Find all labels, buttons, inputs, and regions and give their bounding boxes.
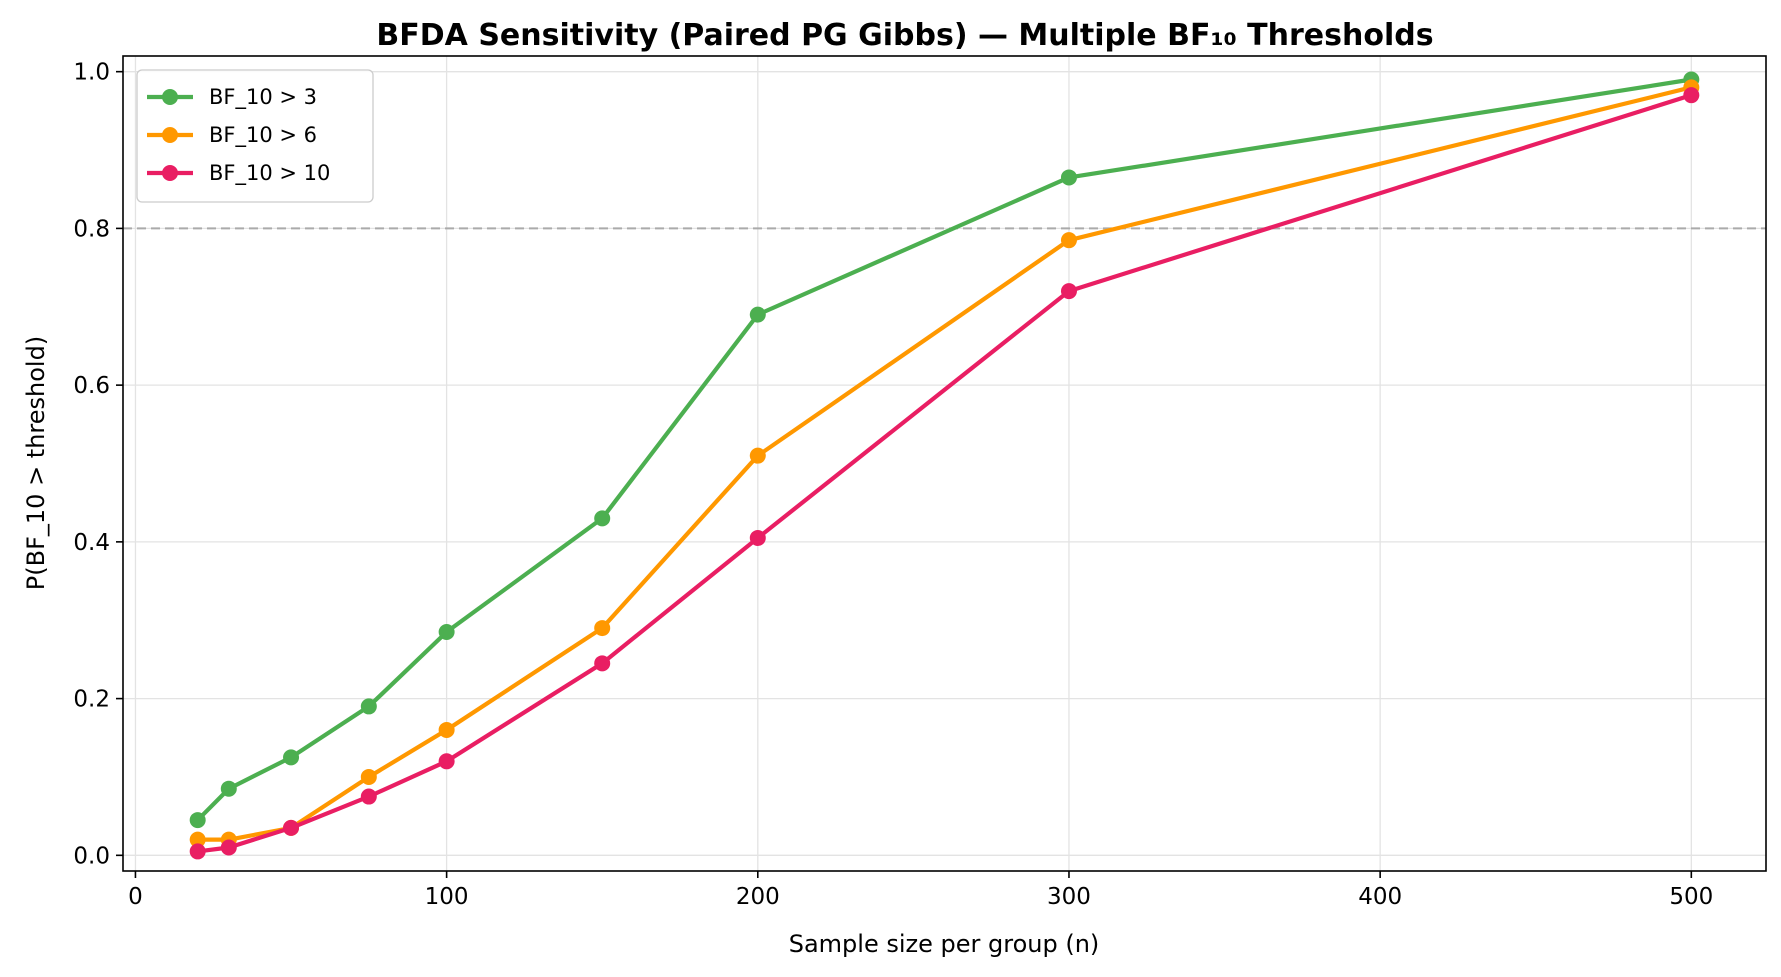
legend-box [136, 69, 374, 203]
data-point-s1-3 [283, 749, 300, 766]
legend-swatch-marker-3 [162, 165, 178, 181]
plot-area [123, 56, 1766, 871]
legend-swatch-marker-2 [162, 127, 178, 143]
y-tick-label-3: 0.6 [73, 373, 110, 399]
data-point-s3-4 [360, 788, 377, 805]
x-tick-label-3: 300 [1047, 884, 1091, 910]
y-tick-label-1: 0.2 [73, 687, 110, 713]
data-point-s3-5 [438, 753, 455, 770]
y-tick-label-2: 0.4 [73, 530, 110, 556]
data-point-s3-9 [1683, 87, 1700, 104]
x-tick-label-1: 100 [425, 884, 469, 910]
x-tick-label-4: 400 [1358, 884, 1402, 910]
data-point-s1-6 [594, 510, 611, 527]
y-tick-label-0: 0.0 [73, 843, 110, 869]
legend-item-3: BF_10 > 10 [147, 161, 330, 186]
data-point-s1-7 [749, 306, 766, 323]
x-tick-label-5: 500 [1669, 884, 1713, 910]
data-point-s3-6 [594, 655, 611, 672]
plot-frame [122, 55, 1767, 872]
data-point-s2-4 [360, 768, 377, 785]
data-point-s2-7 [749, 447, 766, 464]
y-tick-label-4: 0.8 [73, 216, 110, 242]
data-point-s3-1 [189, 843, 206, 860]
data-point-s3-3 [283, 819, 300, 836]
data-point-s1-4 [360, 698, 377, 715]
series-layer [189, 71, 1700, 860]
legend-item-2: BF_10 > 6 [147, 123, 317, 148]
legend-label-1: BF_10 > 3 [209, 85, 317, 110]
y-tick-label-5: 1.0 [73, 60, 110, 86]
x-tick-label-2: 200 [736, 884, 780, 910]
x-axis-label: Sample size per group (n) [789, 930, 1100, 958]
chart-title: BFDA Sensitivity (Paired PG Gibbs) — Mul… [376, 18, 1433, 53]
data-point-s1-1 [189, 812, 206, 829]
legend: BF_10 > 3 BF_10 > 6 BF_10 > 10 [136, 69, 374, 203]
legend-item-1: BF_10 > 3 [147, 85, 317, 110]
data-point-s1-5 [438, 623, 455, 640]
series-1 [189, 71, 1700, 829]
data-point-s3-7 [749, 529, 766, 546]
data-point-s1-8 [1060, 169, 1077, 186]
data-point-s3-8 [1060, 283, 1077, 300]
x-tick-label-0: 0 [128, 884, 143, 910]
data-point-s2-8 [1060, 232, 1077, 249]
data-point-s1-2 [220, 780, 237, 797]
series-3 [189, 87, 1700, 860]
data-point-s2-1 [189, 831, 206, 848]
x-axis-ticks: 0 100 200 300 400 500 [128, 871, 1713, 910]
data-point-s2-6 [594, 620, 611, 637]
legend-label-2: BF_10 > 6 [209, 123, 317, 148]
y-axis-label: P(BF_10 > threshold) [22, 336, 50, 590]
y-axis-ticks: 0.0 0.2 0.4 0.6 0.8 1.0 [73, 60, 123, 869]
legend-swatch-marker-1 [162, 89, 178, 105]
data-point-s2-5 [438, 721, 455, 738]
legend-label-3: BF_10 > 10 [209, 161, 330, 186]
data-point-s3-2 [220, 839, 237, 856]
